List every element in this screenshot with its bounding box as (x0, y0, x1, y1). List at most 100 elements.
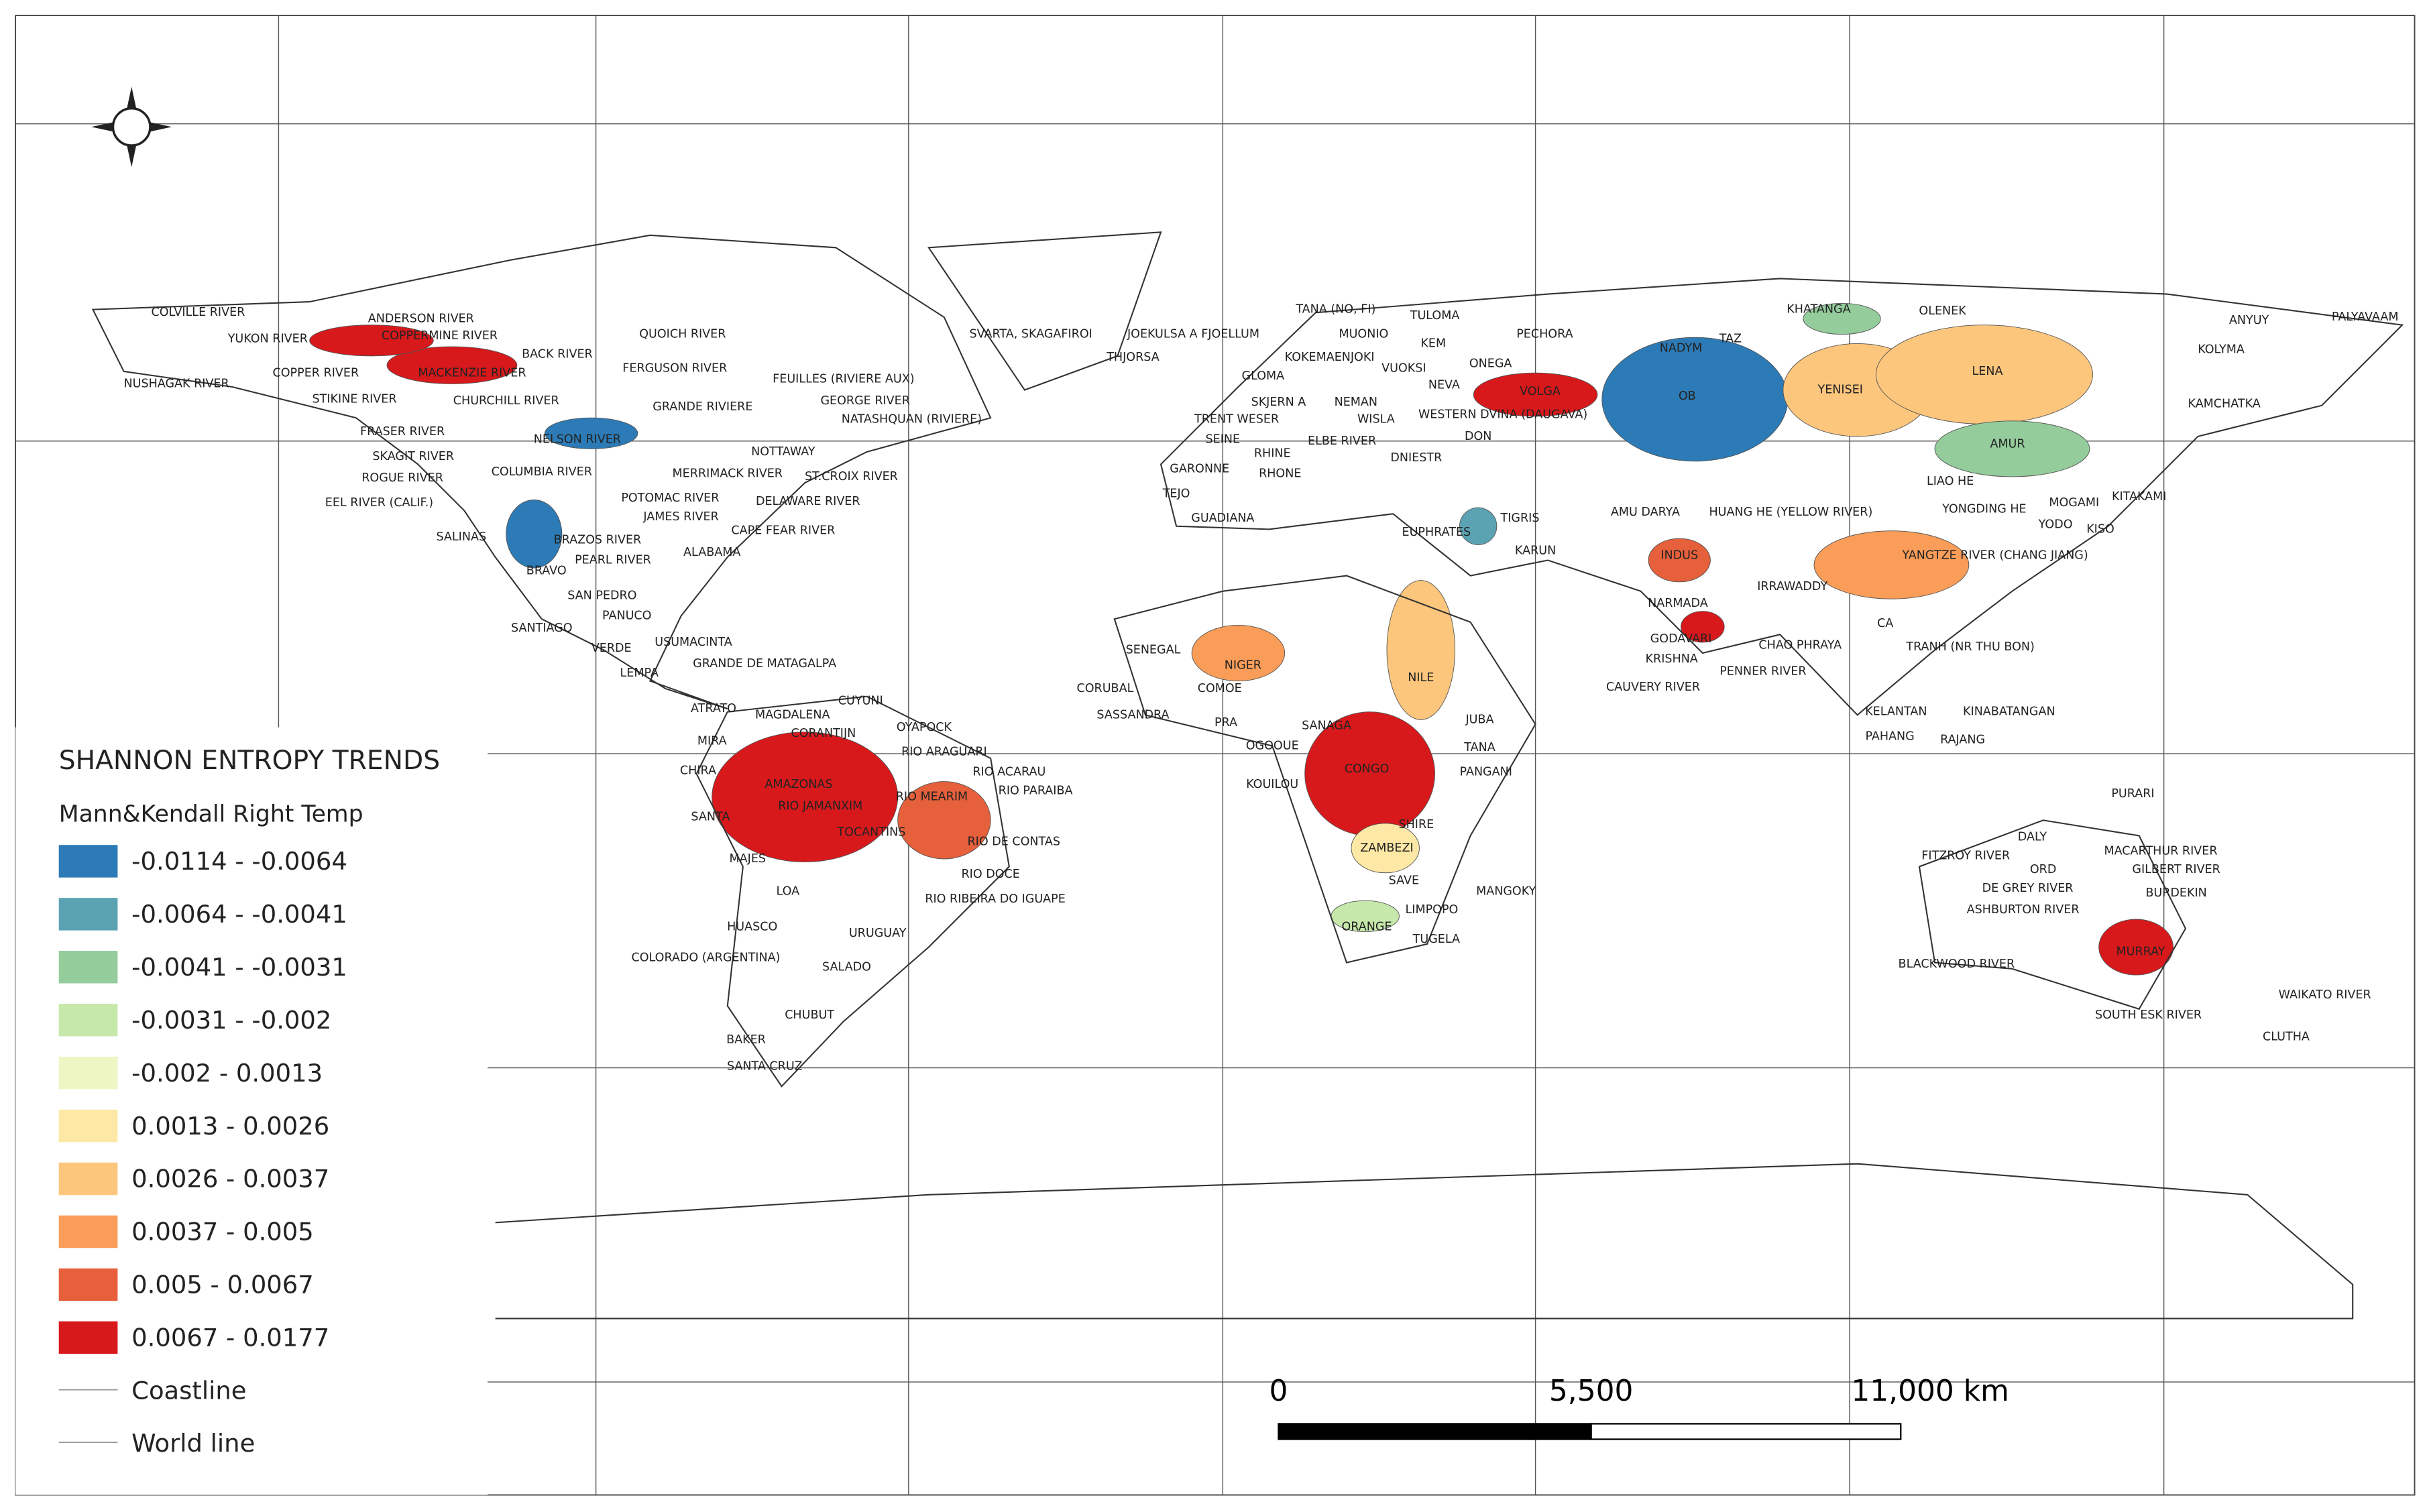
legend-swatch (58, 1215, 118, 1248)
legend-label: -0.0064 - -0.0041 (131, 900, 347, 929)
river-label: SANTIAGO (511, 622, 573, 635)
river-label: CHUBUT (785, 1008, 834, 1022)
river-label: GLOMA (1242, 369, 1285, 383)
legend-label: 0.0037 - 0.005 (131, 1218, 314, 1246)
river-basin (1681, 611, 1725, 643)
river-label: TOCANTINS (836, 826, 905, 839)
river-label: URUGUAY (849, 927, 907, 940)
river-label: GODAVARI (1650, 632, 1712, 646)
legend-swatch (58, 951, 118, 984)
river-basin (1813, 530, 1970, 599)
river-label: FITZROY RIVER (1921, 849, 2010, 862)
river-label: OGOOUE (1246, 739, 1299, 752)
river-label: MOGAMI (2049, 496, 2099, 510)
river-label: ZAMBEZI (1360, 841, 1413, 855)
river-label: KEM (1420, 337, 1446, 350)
legend-title: SHANNON ENTROPY TRENDS (59, 746, 440, 776)
coastlines (91, 231, 2404, 1320)
river-label: RIO DE CONTAS (968, 835, 1061, 849)
river-label: TANA (NO, FI) (1295, 303, 1375, 316)
river-label: CUYUNI (838, 695, 883, 708)
river-label: STIKINE RIVER (313, 392, 397, 406)
river-basin (1473, 372, 1598, 417)
river-label: CORANTIJN (791, 727, 856, 740)
scale-segment (1278, 1423, 1592, 1440)
river-label: NEVA (1428, 379, 1460, 392)
river-label: PAHANG (1865, 730, 1914, 744)
basins (309, 302, 2174, 976)
river-label: SANTA CRUZ (727, 1059, 802, 1073)
legend-swatch (58, 1321, 118, 1354)
river-label: YODO (2038, 518, 2073, 531)
river-label: ATRATO (691, 702, 736, 715)
river-label: COLVILLE RIVER (152, 306, 245, 319)
river-label: ANDERSON RIVER (368, 312, 474, 325)
river-label: LEMPA (620, 666, 659, 680)
river-basin (1351, 823, 1420, 874)
river-label: DE GREY RIVER (1982, 882, 2074, 895)
river-label: SASSANDRA (1096, 708, 1169, 721)
river-label: OB (1679, 390, 1696, 403)
river-label: AMU DARYA (1611, 506, 1680, 519)
river-label: LIMPOPO (1406, 903, 1459, 917)
river-label: SANAGA (1302, 719, 1351, 732)
river-label: TEJO (1162, 487, 1190, 500)
river-label: RIO RIBEIRA DO IGUAPE (925, 892, 1066, 906)
river-label: LENA (1972, 365, 2003, 378)
river-label: TRENT WESER (1194, 413, 1279, 426)
river-label: OYAPOCK (897, 721, 952, 734)
river-label: SEINE (1206, 433, 1241, 447)
river-label: DON (1465, 430, 1491, 443)
river-label: DELAWARE RIVER (756, 495, 860, 508)
coastline (695, 695, 1010, 1088)
river-label: RIO JAMANXIM (778, 800, 862, 813)
river-label: NOTTAWAY (751, 445, 815, 459)
river-label: DNIESTR (1390, 451, 1442, 465)
legend-swatch (58, 898, 118, 931)
river-label: LOA (776, 884, 799, 898)
river-basin (2098, 919, 2174, 976)
legend-swatch (58, 1268, 118, 1301)
scale-label: 11,000 km (1851, 1374, 2009, 1408)
legend-label: -0.0114 - -0.0064 (131, 847, 347, 876)
river-label: MANGOKY (1476, 884, 1536, 898)
river-label: SANTA (691, 811, 730, 824)
legend-swatch (58, 1109, 118, 1143)
river-label: QUOICH RIVER (639, 328, 726, 341)
river-label: CAUVERY RIVER (1606, 681, 1700, 694)
river-label: PANUCO (602, 609, 651, 623)
legend-label: 0.0013 - 0.0026 (131, 1112, 329, 1141)
river-label: SAVE (1389, 874, 1419, 887)
river-label: MAGDALENA (755, 708, 830, 721)
river-label: ORD (2030, 863, 2056, 876)
coastline (1113, 575, 1536, 964)
river-labels: COLVILLE RIVER ANDERSON RIVER YUKON RIVER C… (124, 303, 2399, 1073)
river-basin (897, 781, 991, 860)
river-label: MIRA (697, 735, 727, 748)
river-label: KINABATANGAN (1963, 705, 2055, 719)
coastline (91, 234, 992, 710)
legend-swatch (58, 1162, 118, 1196)
river-label: RIO ACARAU (972, 766, 1046, 779)
river-label: MERRIMACK RIVER (673, 467, 783, 480)
river-label: PURARI (2111, 787, 2154, 801)
river-label: SALINAS (436, 530, 486, 544)
river-label: CA (1877, 617, 1893, 630)
legend-label: 0.0026 - 0.0037 (131, 1165, 329, 1194)
river-label: RHONE (1259, 467, 1301, 480)
river-label: CONGO (1345, 762, 1390, 776)
river-label: NEMAN (1335, 396, 1377, 409)
river-label: FERGUSON RIVER (622, 361, 727, 375)
scale-label: 5,500 (1549, 1374, 1634, 1408)
river-label: MURRAY (2116, 945, 2165, 958)
river-label: KAMCHATKA (2188, 397, 2261, 410)
river-basin (309, 325, 434, 357)
legend-label: Coastline (131, 1376, 246, 1405)
river-label: YONGDING HE (1941, 502, 2026, 516)
river-label: GRANDE DE MATAGALPA (693, 657, 836, 671)
river-label: KOKEMAENJOKI (1285, 351, 1375, 364)
river-label: MUONIO (1339, 328, 1388, 341)
legend-swatch (58, 1056, 118, 1090)
river-label: GILBERT RIVER (2132, 863, 2220, 876)
scale-label: 0 (1269, 1374, 1288, 1408)
